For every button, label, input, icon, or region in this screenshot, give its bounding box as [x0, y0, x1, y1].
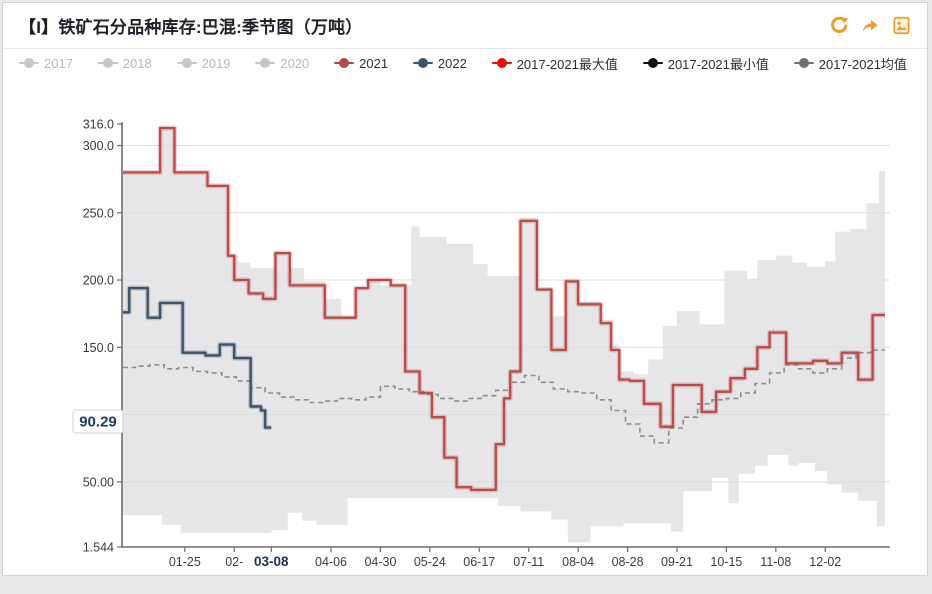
x-tick-label: 05-24 [414, 555, 446, 569]
y-tick-label: 150.0 [83, 341, 114, 355]
legend-marker-mean-icon [794, 58, 814, 68]
legend-item-2018[interactable]: 2018 [98, 56, 152, 71]
x-tick-label: 09-21 [661, 555, 693, 569]
legend-item-mean[interactable]: 2017-2021均值 [794, 54, 907, 73]
x-tick-label: 12-02 [809, 555, 841, 569]
legend-marker-2019-icon [177, 58, 197, 68]
header: 【I】铁矿石分品种库存:巴混:季节图（万吨） [3, 3, 927, 49]
y-tick-label: 250.0 [83, 206, 114, 220]
legend-item-label: 2017-2021均值 [819, 54, 907, 73]
x-tick-label: 11-08 [760, 555, 791, 569]
x-tick-label: 01-25 [169, 555, 201, 569]
page-title: 【I】铁矿石分品种库存:巴混:季节图（万吨） [19, 13, 362, 38]
legend-item-label: 2022 [438, 56, 467, 71]
x-tick-label: 08-04 [562, 555, 594, 569]
page: { "header": { "title": "【I】铁矿石分品种库存:巴混:季… [0, 0, 932, 594]
share-icon[interactable] [860, 16, 880, 36]
legend-item-label: 2017-2021最小值 [668, 54, 769, 73]
x-tick-label-current: 03-08 [254, 554, 289, 569]
x-tick-label: 08-28 [612, 555, 644, 569]
legend-marker-2020-icon [255, 58, 275, 68]
legend-item-label: 2017 [44, 56, 73, 71]
legend-marker-2018-icon [98, 58, 118, 68]
legend-item-max[interactable]: 2017-2021最大值 [492, 54, 618, 73]
legend: 2017 2018 2019 2020 2021 2022 2017-2021最大值 2017… [3, 49, 927, 77]
legend-item-label: 2019 [202, 56, 231, 71]
legend-item-2022[interactable]: 2022 [413, 56, 467, 71]
legend-marker-2021-icon [334, 58, 354, 68]
current-value-badge: 90.29 [73, 410, 123, 433]
x-tick-label: 02- [225, 555, 243, 569]
y-tick-label: 300.0 [83, 139, 114, 153]
legend-item-2021[interactable]: 2021 [334, 56, 388, 71]
legend-item-label: 2018 [123, 56, 152, 71]
legend-marker-2017-icon [19, 58, 39, 68]
x-tick-label: 07-11 [513, 555, 544, 569]
x-tick-label: 06-17 [463, 555, 495, 569]
legend-item-2020[interactable]: 2020 [255, 56, 309, 71]
export-image-icon[interactable] [891, 16, 911, 36]
x-tick-label: 04-30 [364, 555, 396, 569]
legend-item-2019[interactable]: 2019 [177, 56, 231, 71]
refresh-icon[interactable] [829, 16, 849, 36]
x-tick-label: 04-06 [315, 555, 347, 569]
current-value-label: 90.29 [79, 414, 117, 431]
seasonal-chart: 316.0300.0250.0200.0150.0100.050.001.544… [3, 77, 927, 575]
legend-item-label: 2017-2021最大值 [517, 54, 618, 73]
y-tick-label: 316.0 [83, 118, 114, 132]
legend-item-min[interactable]: 2017-2021最小值 [643, 54, 769, 73]
header-icons [829, 16, 911, 36]
x-tick-label: 10-15 [710, 555, 742, 569]
chart-card: 【I】铁矿石分品种库存:巴混:季节图（万吨） [2, 2, 928, 576]
legend-item-label: 2020 [280, 56, 309, 71]
legend-item-label: 2021 [359, 56, 388, 71]
legend-marker-min-icon [643, 58, 663, 68]
legend-marker-max-icon [492, 58, 512, 68]
legend-item-2017[interactable]: 2017 [19, 56, 73, 71]
y-tick-label: 200.0 [83, 274, 114, 288]
y-tick-label: 50.00 [83, 475, 114, 489]
y-tick-label: 1.544 [83, 541, 114, 555]
legend-marker-2022-icon [413, 58, 433, 68]
